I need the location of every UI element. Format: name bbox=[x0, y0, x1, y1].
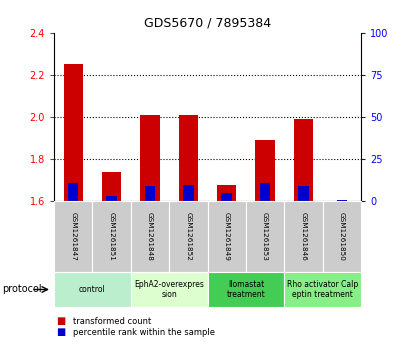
Text: ■: ■ bbox=[56, 327, 65, 337]
Text: protocol: protocol bbox=[2, 285, 42, 294]
Text: GSM1261851: GSM1261851 bbox=[109, 212, 115, 261]
Bar bbox=[217, 184, 236, 201]
Bar bbox=[106, 196, 117, 201]
Bar bbox=[140, 115, 159, 201]
Bar bbox=[145, 186, 155, 201]
Bar bbox=[260, 183, 270, 201]
Bar bbox=[337, 200, 347, 201]
Text: transformed count: transformed count bbox=[73, 317, 151, 326]
Text: GSM1261846: GSM1261846 bbox=[300, 212, 306, 261]
Text: GSM1261848: GSM1261848 bbox=[147, 212, 153, 261]
Text: GSM1261853: GSM1261853 bbox=[262, 212, 268, 261]
Bar bbox=[298, 186, 309, 201]
Text: EphA2-overexpres
sion: EphA2-overexpres sion bbox=[134, 280, 204, 299]
Bar bbox=[222, 193, 232, 201]
Bar bbox=[68, 183, 78, 201]
Text: Ilomastat
treatment: Ilomastat treatment bbox=[227, 280, 265, 299]
Text: control: control bbox=[79, 285, 106, 294]
Text: GDS5670 / 7895384: GDS5670 / 7895384 bbox=[144, 16, 271, 29]
Text: GSM1261849: GSM1261849 bbox=[224, 212, 229, 261]
Bar bbox=[256, 140, 275, 201]
Text: Rho activator Calp
eptin treatment: Rho activator Calp eptin treatment bbox=[287, 280, 358, 299]
Bar bbox=[179, 115, 198, 201]
Text: GSM1261847: GSM1261847 bbox=[70, 212, 76, 261]
Bar bbox=[294, 119, 313, 201]
Text: percentile rank within the sample: percentile rank within the sample bbox=[73, 328, 215, 337]
Text: ■: ■ bbox=[56, 316, 65, 326]
Bar bbox=[102, 172, 121, 201]
Bar bbox=[183, 185, 193, 201]
Text: GSM1261850: GSM1261850 bbox=[339, 212, 345, 261]
Bar bbox=[63, 64, 83, 201]
Text: GSM1261852: GSM1261852 bbox=[186, 212, 191, 261]
